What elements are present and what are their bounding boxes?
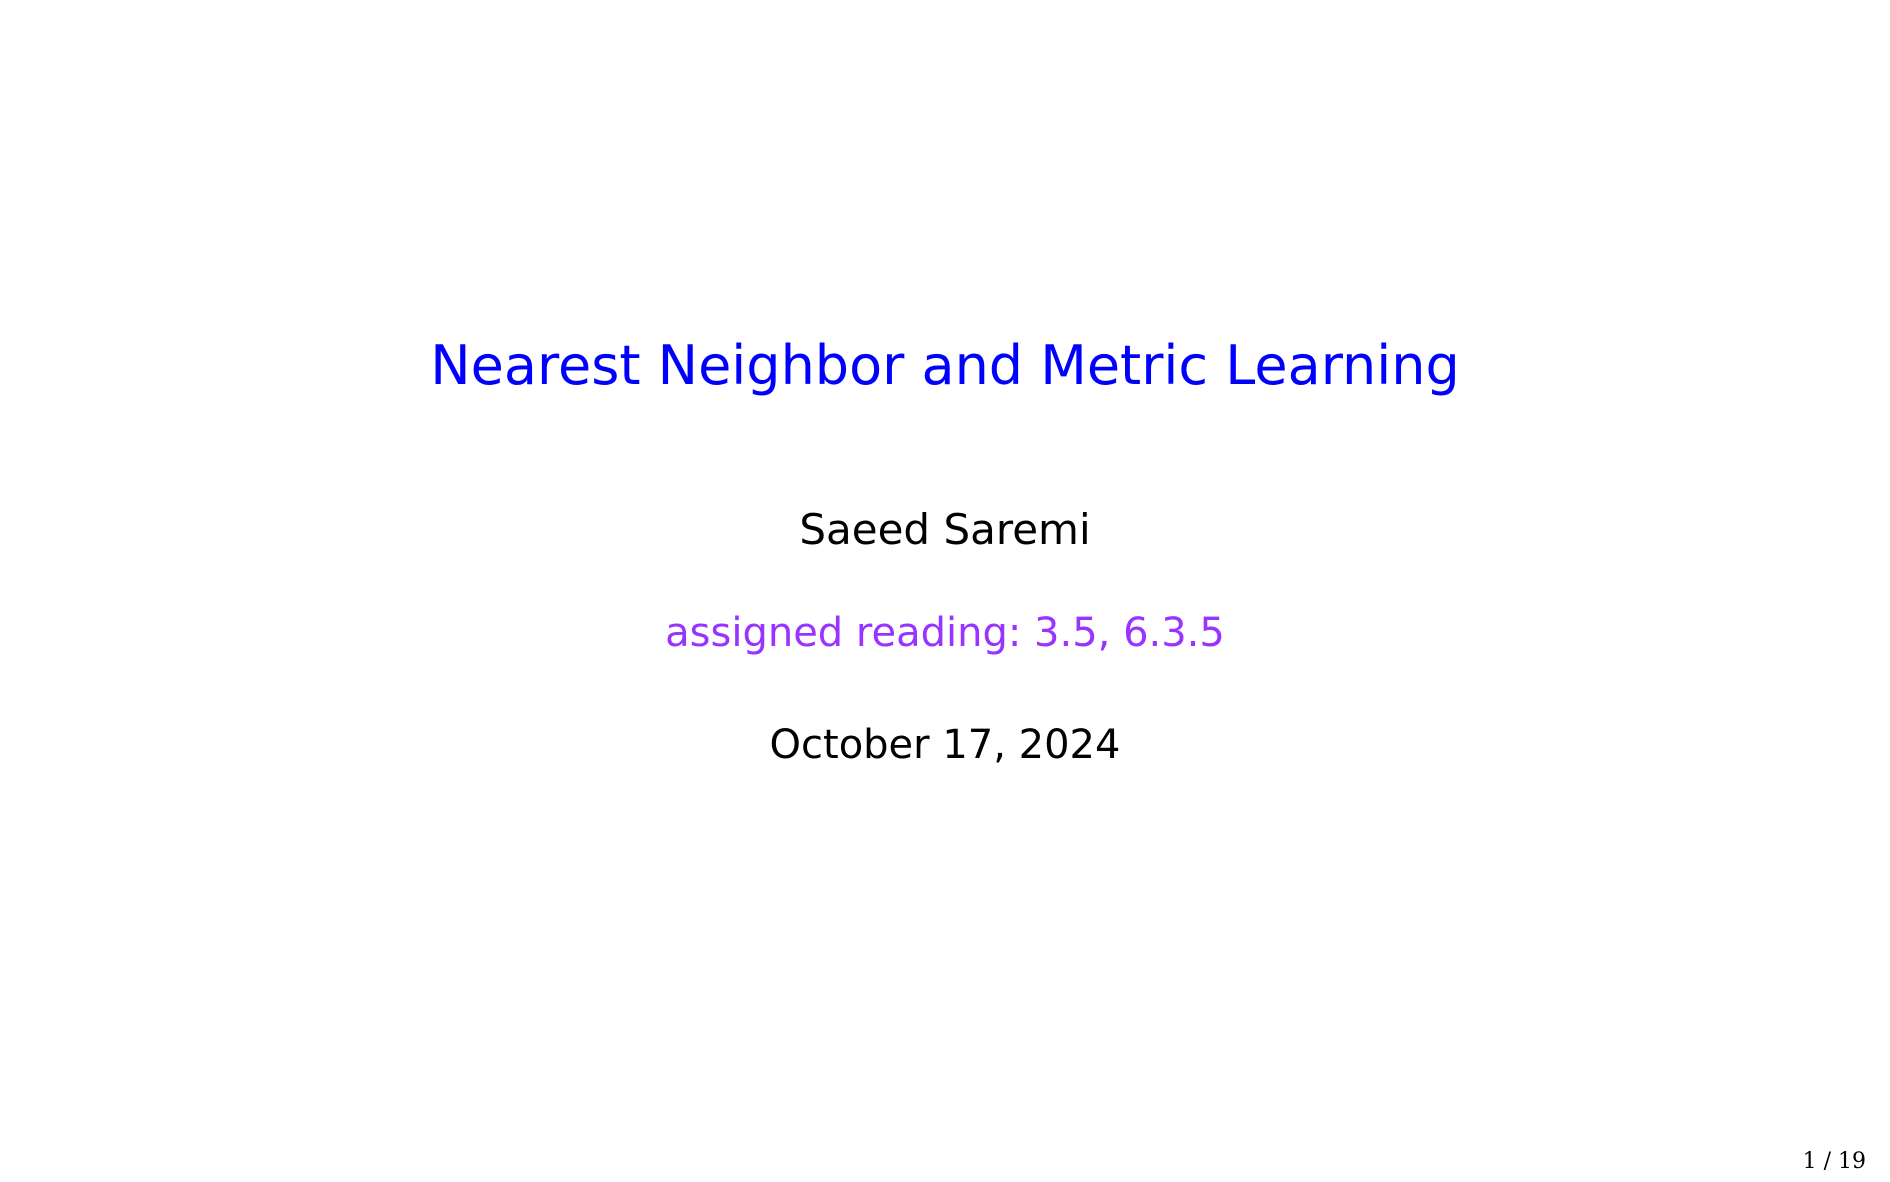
author-name: Saeed Saremi [799, 505, 1091, 554]
page-number: 1 / 19 [1802, 1149, 1866, 1174]
slide-title: Nearest Neighbor and Metric Learning [430, 334, 1460, 397]
assigned-reading: assigned reading: 3.5, 6.3.5 [665, 610, 1225, 656]
presentation-date: October 17, 2024 [769, 722, 1121, 768]
